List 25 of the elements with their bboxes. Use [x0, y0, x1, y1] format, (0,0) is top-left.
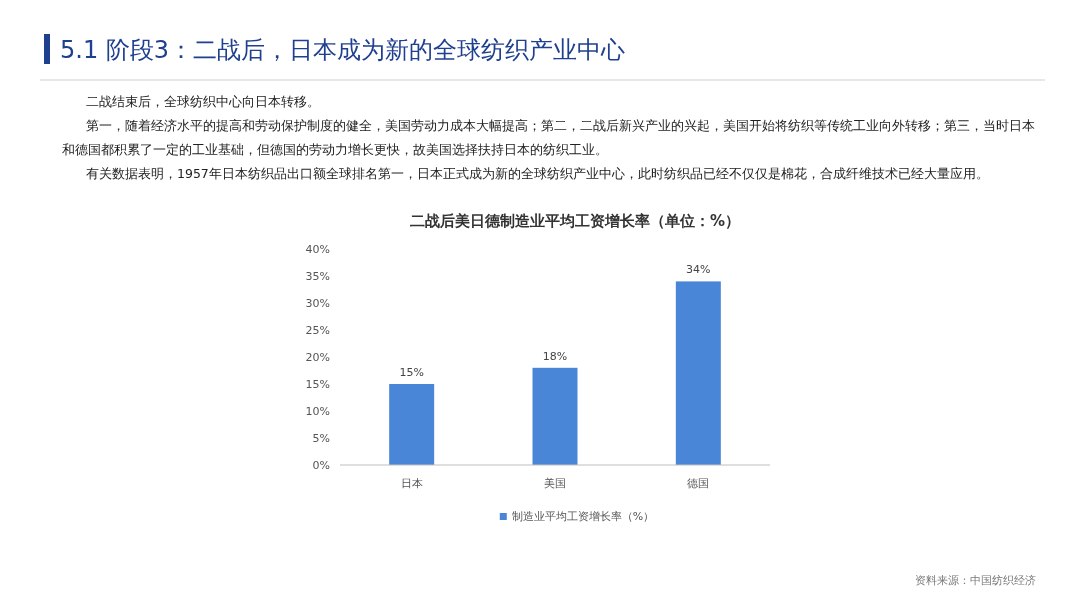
legend-label: 制造业平均工资增长率（%）: [511, 510, 655, 523]
bar: [532, 367, 578, 465]
y-tick-label: 30%: [305, 297, 330, 310]
y-tick-label: 20%: [305, 351, 330, 364]
y-tick-label: 5%: [312, 432, 330, 445]
y-tick-label: 40%: [305, 243, 330, 256]
y-tick-label: 25%: [305, 324, 330, 337]
chart-title: 5.1 阶段3：二战后，日本成为新的全球纺织产业中心: [60, 36, 626, 64]
y-tick-label: 15%: [305, 378, 330, 391]
x-tick-label: 日本: [400, 477, 423, 490]
chart-subtitle: 二战后美日德制造业平均工资增长率（单位：%）: [409, 212, 741, 230]
text: 二战结束后，全球纺织中心向日本转移。: [86, 94, 320, 109]
text: 第一，随着经济水平的提高和劳动保护制度的健全，美国劳动力成本大幅提高；第二，二战后新兴产业的兴起，美国开始将纺织等传统工业向外转移；第三，当时日本和德国都积累了一定的工业基础，但德国的劳动力增长更快，故美国选择扶持日本的纺织工业。: [62, 118, 1035, 157]
data-label: 15%: [399, 366, 424, 379]
data-label: 18%: [542, 349, 568, 363]
x-tick-label: 德国: [687, 477, 710, 490]
y-tick-label: 35%: [305, 270, 330, 283]
text: 资料来源：中国纺织经济: [915, 574, 1036, 587]
x-tick-label: 美国: [544, 477, 566, 490]
bar: [675, 281, 721, 465]
y-tick-label: 0%: [312, 459, 330, 472]
bar: [389, 384, 435, 465]
data-label: 34%: [686, 263, 711, 277]
y-tick-label: 10%: [305, 405, 330, 418]
text: 有关数据表明，1957年日本纺织品出口额全球排名第一，日本正式成为新的全球纺织产业中心，此时纺织品已经不仅仅是棉花，合成纤维技术已经大量应用。: [86, 166, 989, 181]
